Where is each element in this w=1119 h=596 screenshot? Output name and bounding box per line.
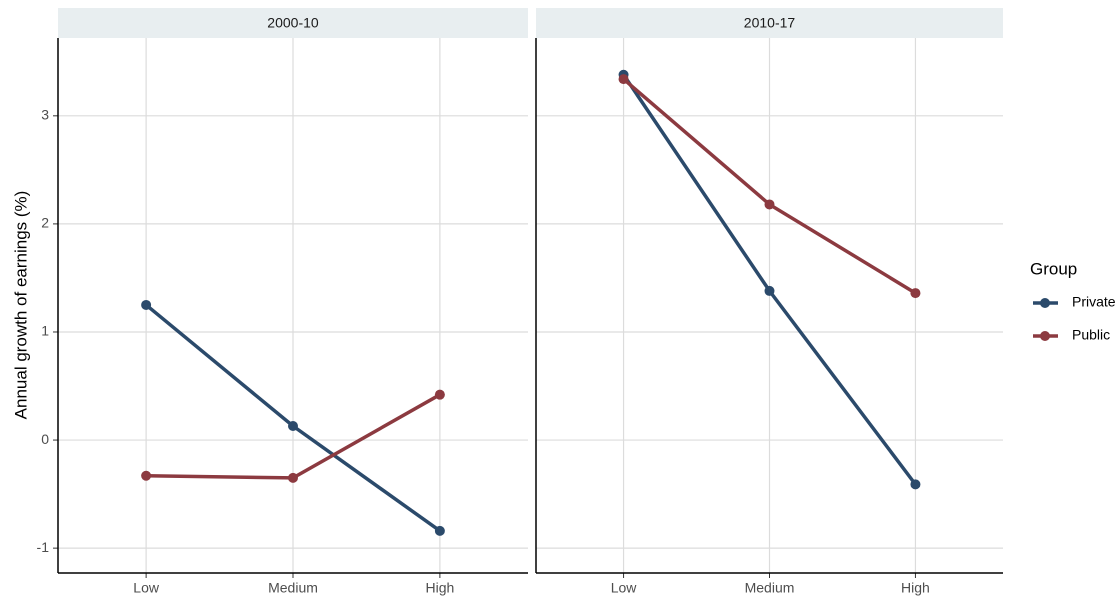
y-tick-label: -1 bbox=[37, 539, 50, 555]
point bbox=[288, 472, 298, 483]
y-tick-label: 2 bbox=[41, 215, 49, 231]
legend-label: Public bbox=[1072, 327, 1110, 343]
point bbox=[910, 479, 921, 490]
legend-title: Group bbox=[1030, 259, 1077, 278]
point bbox=[764, 199, 775, 210]
strip bbox=[58, 8, 528, 38]
y-axis-label: Annual growth of earnings (%) bbox=[11, 191, 30, 420]
x-tick-label: Medium bbox=[745, 580, 795, 596]
point bbox=[764, 285, 775, 296]
strip bbox=[536, 8, 1003, 38]
y-tick-label: 0 bbox=[41, 431, 49, 447]
point bbox=[141, 299, 152, 310]
point bbox=[288, 421, 298, 432]
x-tick-label: High bbox=[901, 580, 930, 596]
point bbox=[434, 389, 445, 400]
strip-label: 2000-10 bbox=[267, 15, 319, 31]
point bbox=[434, 525, 445, 536]
y-tick-label: 3 bbox=[41, 107, 49, 123]
x-tick-label: Low bbox=[133, 580, 160, 596]
strip-label: 2010-17 bbox=[744, 15, 796, 31]
x-tick-label: Medium bbox=[268, 580, 318, 596]
legend-point bbox=[1040, 298, 1050, 308]
x-tick-label: Low bbox=[611, 580, 638, 596]
x-tick-label: High bbox=[425, 580, 454, 596]
legend-label: Private bbox=[1072, 294, 1116, 310]
point bbox=[141, 470, 152, 481]
point bbox=[910, 288, 921, 299]
legend-point bbox=[1040, 331, 1050, 341]
y-tick-label: 1 bbox=[41, 323, 49, 339]
point bbox=[618, 74, 629, 85]
